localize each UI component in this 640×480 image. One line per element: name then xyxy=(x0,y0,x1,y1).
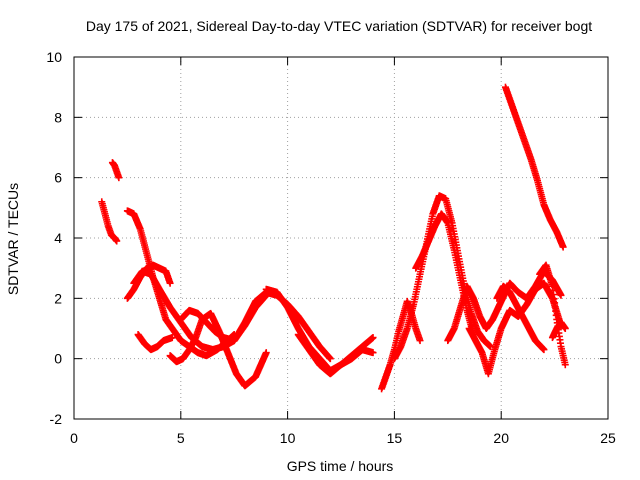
data-points xyxy=(98,83,569,393)
x-tick-label: 15 xyxy=(387,430,403,446)
x-tick-label: 5 xyxy=(177,430,185,446)
data-point xyxy=(369,334,377,342)
y-tick-label: 6 xyxy=(54,170,62,186)
y-tick-label: 0 xyxy=(54,351,62,367)
x-axis-label: GPS time / hours xyxy=(287,458,394,474)
y-tick-label: -2 xyxy=(50,411,63,427)
data-point xyxy=(262,349,270,357)
data-point xyxy=(416,337,424,345)
grid xyxy=(74,57,608,419)
y-tick-label: 4 xyxy=(54,230,62,246)
chart-title: Day 175 of 2021, Sidereal Day-to-day VTE… xyxy=(86,18,592,34)
y-tick-label: 8 xyxy=(54,109,62,125)
data-point xyxy=(559,243,567,251)
y-tick-label: 2 xyxy=(54,290,62,306)
data-point xyxy=(561,325,569,332)
data-point xyxy=(166,279,174,287)
x-tick-label: 10 xyxy=(280,430,296,446)
data-point xyxy=(326,355,334,363)
data-point xyxy=(168,334,176,342)
data-point xyxy=(113,237,121,245)
y-axis-label: SDTVAR / TECUs xyxy=(5,183,21,295)
axis-ticks: 0 5 10 15 20 25 -2 0 2 4 6 8 10 xyxy=(46,49,616,446)
x-tick-label: 20 xyxy=(493,430,509,446)
x-tick-label: 0 xyxy=(70,430,78,446)
x-tick-label: 25 xyxy=(600,430,616,446)
data-point xyxy=(369,349,377,357)
data-point xyxy=(540,346,548,354)
y-tick-label: 10 xyxy=(46,49,62,65)
data-point xyxy=(557,291,565,299)
data-point xyxy=(115,174,123,182)
data-point xyxy=(561,361,569,369)
